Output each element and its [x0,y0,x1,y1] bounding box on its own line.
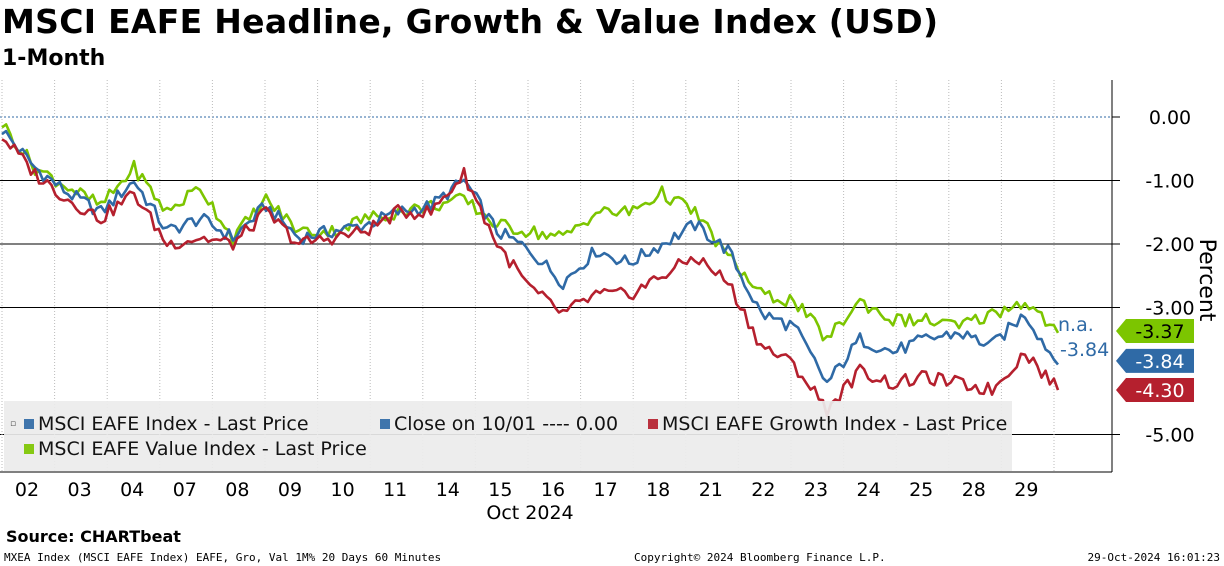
legend-label-eafe: MSCI EAFE Index - Last Price [38,413,309,435]
x-tick-label: 16 [541,479,565,501]
x-tick-label: 15 [488,479,512,501]
legend-item-value: MSCI EAFE Value Index - Last Price [24,438,367,460]
x-tick-label: 18 [646,479,670,501]
chart-title: MSCI EAFE Headline, Growth & Value Index… [2,2,939,41]
series-lines [1,123,1060,418]
x-tick-label: 08 [225,479,249,501]
legend-item-eafe: MSCI EAFE Index - Last Price [24,413,309,435]
series-line-0 [1,129,1060,384]
x-tick-label: 03 [68,479,92,501]
legend-item-close: Close on 10/01 ---- 0.00 [380,413,618,435]
value-labels: -3.37 -3.84 -4.30 n.a. -3.84 [1058,314,1194,403]
x-tick-label: 09 [278,479,302,501]
x-tick-label: 29 [1014,479,1038,501]
footer-timestamp: 29-Oct-2024 16:01:23 [1087,551,1220,564]
legend-swatch-value [24,444,34,454]
legend-label-value: MSCI EAFE Value Index - Last Price [38,438,367,460]
value-tag-label: -3.37 [1135,321,1184,343]
x-tick-label: 24 [857,479,881,501]
y-axis-label: Percent [1194,239,1219,322]
y-tick-label: -5.00 [1145,425,1194,447]
footer-copyright: Copyright© 2024 Bloomberg Finance L.P. [634,551,886,564]
legend-label-growth: MSCI EAFE Growth Index - Last Price [662,413,1008,435]
x-tick-label: 14 [436,479,460,501]
annotation-na: n.a. [1058,314,1094,336]
legend-item-growth: MSCI EAFE Growth Index - Last Price [648,413,1007,435]
axes: 0.00 -1.00 -2.00 -3.00 -5.00 02 03 04 07 08 09 10 11… [0,80,1219,524]
legend: ▫ MSCI EAFE Index - Last Price Close on … [4,401,1012,471]
series-line-3 [1,123,1060,342]
footer-description: MXEA Index (MSCI EAFE Index) EAFE, Gro, … [4,551,442,564]
legend-marker-icon: ▫ [10,419,17,429]
y-tick-label: 0.00 [1149,107,1191,129]
series-line-2 [1,138,1060,418]
x-tick-label: 21 [699,479,723,501]
x-tick-label: 11 [383,479,407,501]
source-note: Source: CHARTbeat [6,527,181,546]
value-tag-0 [1116,348,1194,373]
x-tick-label: 07 [173,479,197,501]
x-tick-label: 23 [804,479,828,501]
x-axis-label: Oct 2024 [486,502,573,524]
legend-swatch-close [380,419,390,429]
y-tick-label: -1.00 [1145,171,1194,193]
x-tick-label: 25 [909,479,933,501]
value-tag-label: -4.30 [1135,380,1184,402]
y-tick-label: -2.00 [1145,234,1194,256]
x-tick-label: 28 [962,479,986,501]
legend-swatch-growth [648,419,658,429]
x-tick-label: 17 [594,479,618,501]
x-tick-label: 10 [331,479,355,501]
legend-label-close: Close on 10/01 ---- 0.00 [394,413,619,435]
value-tag-2 [1116,378,1194,403]
annotation-eafe-last: -3.84 [1060,339,1109,361]
x-tick-label: 02 [15,479,39,501]
x-tick-label: 04 [120,479,144,501]
y-tick-label: -3.00 [1145,298,1194,320]
x-tick-label: 22 [751,479,775,501]
legend-swatch-eafe [24,419,34,429]
value-tag-3 [1116,318,1194,343]
chart-subtitle: 1-Month [2,46,106,71]
value-tag-label: -3.84 [1135,351,1184,373]
